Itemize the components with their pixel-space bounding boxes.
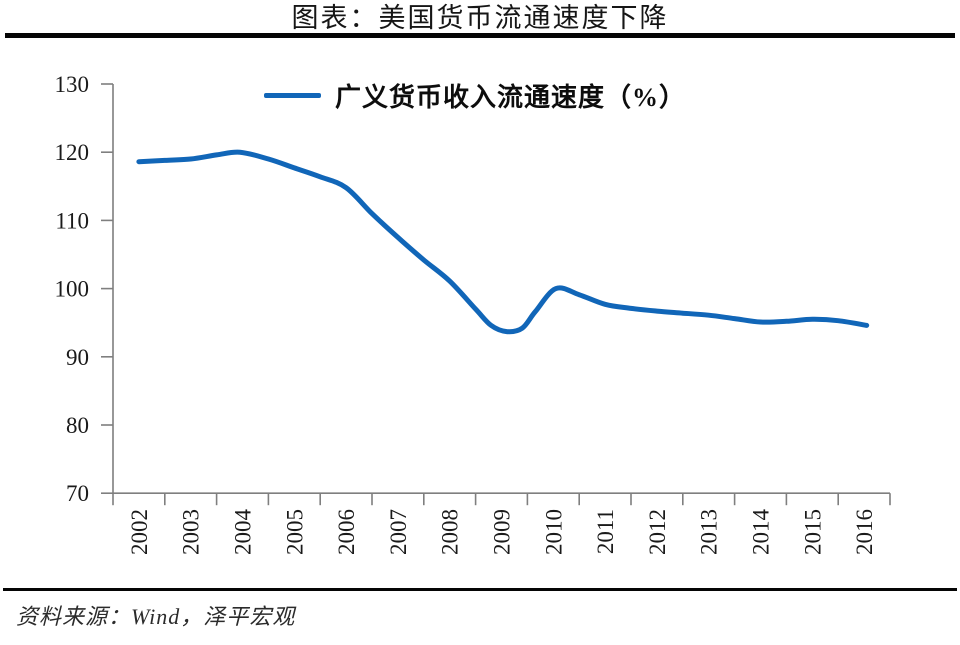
x-tick-label: 2016 bbox=[852, 509, 877, 555]
legend-series-label: 广义货币收入流通速度（%） bbox=[334, 82, 686, 112]
x-tick-label: 2007 bbox=[386, 509, 411, 555]
x-tick-label: 2004 bbox=[231, 509, 256, 556]
y-tick-label: 90 bbox=[66, 345, 89, 370]
x-tick-label: 2002 bbox=[127, 509, 152, 555]
y-tick-label: 100 bbox=[55, 277, 90, 302]
series-line bbox=[136, 149, 870, 335]
x-tick-label: 2015 bbox=[800, 509, 825, 555]
y-tick-label: 120 bbox=[55, 140, 90, 165]
x-tick-label: 2006 bbox=[334, 509, 359, 555]
y-tick-label: 70 bbox=[66, 481, 89, 506]
line-chart: 130 120 110 100 90 80 70 2002 2003 2004 2005 2006 20… bbox=[55, 72, 891, 556]
x-tick-label: 2013 bbox=[697, 509, 722, 555]
x-tick-label: 2011 bbox=[593, 509, 618, 554]
x-tick-label: 2014 bbox=[749, 509, 774, 556]
y-tick-label: 130 bbox=[55, 72, 90, 97]
y-tick-label: 110 bbox=[55, 208, 89, 233]
x-tick-label: 2010 bbox=[541, 509, 566, 555]
y-tick-label: 80 bbox=[66, 413, 89, 438]
x-tick-label: 2008 bbox=[438, 509, 463, 555]
top-divider bbox=[5, 33, 955, 38]
source-note: 资料来源：Wind，泽平宏观 bbox=[16, 604, 296, 629]
x-tick-label: 2005 bbox=[282, 509, 307, 555]
figure-title: 图表：美国货币流通速度下降 bbox=[291, 3, 669, 33]
bottom-divider bbox=[3, 588, 957, 591]
chart-legend: 广义货币收入流通速度（%） bbox=[0, 76, 960, 114]
x-tick-label: 2012 bbox=[645, 509, 670, 555]
x-tick-label: 2009 bbox=[490, 509, 515, 555]
x-tick-label: 2003 bbox=[179, 509, 204, 555]
legend-line-swatch bbox=[263, 92, 321, 98]
